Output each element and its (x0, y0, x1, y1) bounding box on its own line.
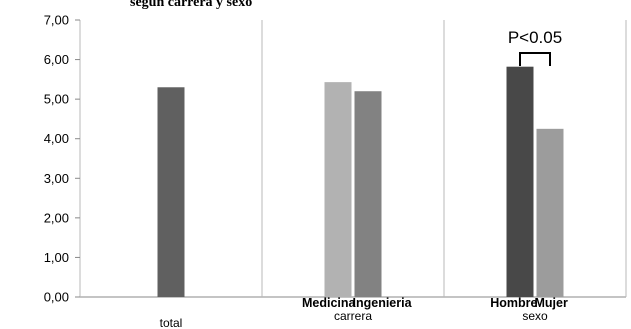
x-tick-label: Ingenieria (353, 296, 413, 310)
significance-bracket (519, 52, 551, 66)
significance-label: P<0.05 (508, 28, 562, 47)
significance-annotation: P<0.05 (508, 28, 562, 66)
y-axis: 0,00 1,00 2,00 3,00 4,00 5,00 6,00 7,00 (44, 13, 80, 305)
x-group-label: total (160, 316, 183, 329)
bar (506, 66, 534, 298)
bar (324, 82, 352, 298)
y-tick-label: 4,00 (44, 131, 69, 146)
y-tick-label: 5,00 (44, 92, 69, 107)
x-tick-label: Medicina (302, 296, 357, 310)
x-tick-label: Mujer (535, 296, 568, 310)
bar (157, 87, 185, 298)
x-group-label: carrera (334, 309, 372, 323)
x-tick-label: Hombre (490, 296, 537, 310)
chart-title: según carrera y sexo (130, 0, 252, 10)
y-tick-label: 2,00 (44, 210, 69, 225)
bar (536, 128, 564, 297)
y-tick-label: 0,00 (44, 290, 69, 305)
y-tick-label: 7,00 (44, 13, 69, 28)
y-tick-label: 3,00 (44, 171, 69, 186)
bars (157, 66, 564, 298)
y-tick-label: 1,00 (44, 250, 69, 265)
bar (354, 91, 382, 297)
y-tick-label: 6,00 (44, 52, 69, 67)
x-group-label: sexo (522, 309, 548, 323)
